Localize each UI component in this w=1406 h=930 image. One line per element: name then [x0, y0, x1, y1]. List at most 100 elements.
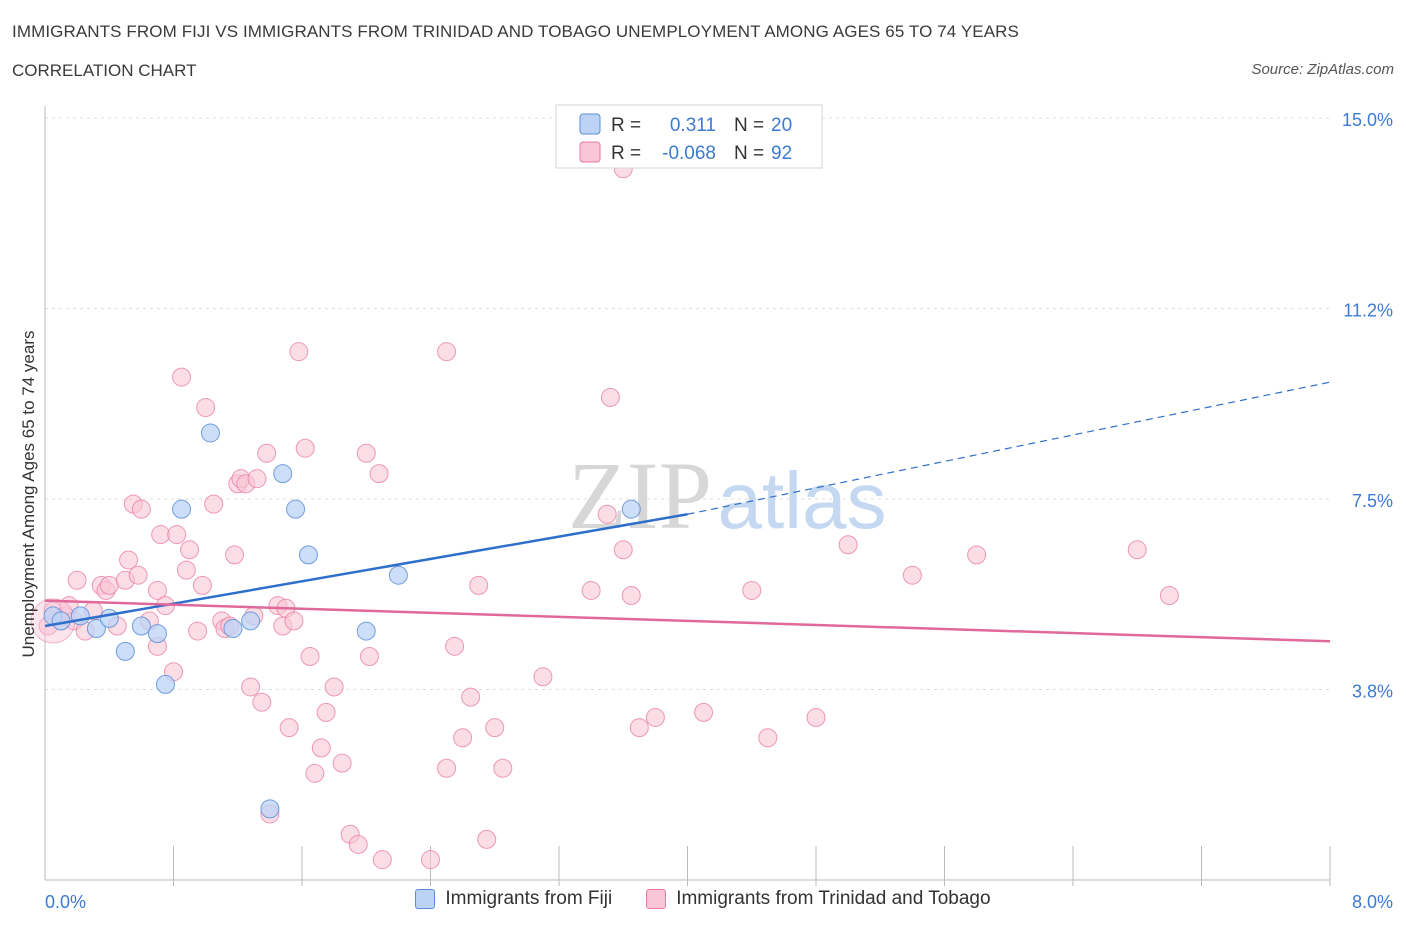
point-tt-71 — [477, 829, 497, 849]
point-tt-82 — [694, 702, 714, 722]
legend-bottom-swatch-tt — [646, 889, 667, 909]
point-fiji-14 — [273, 464, 293, 484]
point-tt-49 — [284, 611, 304, 631]
legend-r-value-tt: -0.068 — [662, 143, 716, 164]
point-tt-63 — [372, 850, 392, 870]
point-tt-55 — [316, 702, 336, 722]
y-tick-label-0: 15.0% — [1342, 110, 1393, 130]
point-fiji-15 — [286, 499, 306, 519]
trend-line-fiji-extension — [687, 381, 1331, 515]
point-tt-57 — [332, 753, 352, 773]
point-tt-27 — [180, 540, 200, 560]
point-tt-14 — [119, 550, 139, 570]
axes — [44, 106, 1331, 886]
point-tt-39 — [241, 677, 261, 697]
point-tt-70 — [469, 575, 489, 595]
point-tt-53 — [305, 763, 325, 783]
gridlines — [45, 117, 1330, 690]
point-tt-69 — [461, 687, 481, 707]
point-tt-29 — [192, 575, 212, 595]
point-tt-30 — [196, 398, 216, 418]
point-tt-6 — [67, 570, 87, 590]
point-tt-86 — [838, 535, 858, 555]
point-fiji-17 — [356, 621, 376, 641]
point-tt-35 — [225, 545, 245, 565]
point-tt-60 — [356, 443, 376, 463]
y-axis-label: Unemployment Among Ages 65 to 74 years — [19, 331, 38, 658]
series-fiji — [43, 423, 641, 819]
point-fiji-10 — [200, 423, 220, 443]
point-tt-89 — [1127, 540, 1147, 560]
point-tt-81 — [645, 707, 665, 727]
point-fiji-4 — [99, 608, 119, 628]
legend-item-tt[interactable]: Immigrants from Trinidad and Tobago — [646, 888, 991, 910]
point-fiji-16 — [298, 545, 318, 565]
x-tick-label-1: 8.0% — [1352, 892, 1393, 912]
point-tt-83 — [742, 580, 762, 600]
point-tt-80 — [629, 718, 649, 738]
point-tt-90 — [1159, 586, 1179, 606]
point-tt-88 — [967, 545, 987, 565]
point-tt-65 — [437, 342, 457, 362]
point-fiji-7 — [147, 624, 167, 644]
series-trinidad-tobago — [30, 159, 1179, 870]
point-fiji-8 — [155, 674, 175, 694]
point-tt-85 — [806, 707, 826, 727]
point-tt-41 — [247, 469, 267, 489]
point-tt-68 — [453, 728, 473, 748]
legend-r-label-fiji: R = — [611, 115, 641, 136]
point-tt-77 — [600, 387, 620, 407]
legend-n-label-fiji: N = — [734, 115, 764, 136]
point-tt-54 — [311, 738, 331, 758]
legend-n-value-fiji: 20 — [771, 115, 792, 136]
point-tt-59 — [348, 834, 368, 854]
point-fiji-3 — [86, 619, 106, 639]
point-tt-31 — [204, 494, 224, 514]
y-tick-label-2: 7.5% — [1352, 491, 1393, 511]
point-tt-87 — [902, 565, 922, 585]
point-tt-76 — [597, 504, 617, 524]
point-tt-24 — [167, 525, 187, 545]
point-tt-50 — [289, 342, 309, 362]
chart-title: IMMIGRANTS FROM FIJI VS IMMIGRANTS FROM … — [12, 22, 1019, 41]
point-tt-16 — [128, 565, 148, 585]
watermark-atlas: atlas — [718, 456, 887, 545]
point-tt-79 — [621, 586, 641, 606]
point-tt-66 — [437, 758, 457, 778]
point-tt-64 — [421, 850, 440, 870]
point-tt-72 — [485, 718, 505, 738]
point-tt-25 — [172, 367, 192, 387]
point-fiji-18 — [388, 565, 408, 585]
point-tt-51 — [295, 438, 315, 458]
legend-item-fiji[interactable]: Immigrants from Fiji — [415, 888, 612, 910]
point-tt-84 — [758, 728, 778, 748]
legend-swatch-fiji — [579, 113, 601, 135]
point-fiji-13 — [260, 799, 280, 819]
trend-lines — [44, 381, 1331, 643]
point-tt-17 — [131, 499, 151, 519]
trend-line-tt — [44, 599, 1331, 643]
point-tt-21 — [151, 525, 171, 545]
point-tt-42 — [252, 692, 272, 712]
legend-r-label-tt: R = — [611, 143, 641, 164]
point-tt-61 — [359, 646, 379, 666]
point-tt-67 — [445, 636, 465, 656]
point-tt-75 — [581, 580, 601, 600]
point-tt-52 — [300, 646, 320, 666]
legend-stats: R = 0.311 N = 20 R = -0.068 N = 92 — [555, 104, 823, 169]
legend-bottom-label-fiji: Immigrants from Fiji — [445, 888, 613, 909]
point-fiji-9 — [172, 499, 192, 519]
point-fiji-6 — [131, 616, 151, 636]
point-tt-11 — [99, 575, 119, 595]
trend-line-fiji — [44, 513, 688, 628]
point-tt-74 — [533, 667, 553, 687]
point-tt-78 — [613, 540, 633, 560]
point-tt-48 — [279, 718, 299, 738]
source-label: Source: ZipAtlas.com — [1251, 61, 1394, 78]
legend-swatch-tt — [579, 141, 601, 163]
point-tt-26 — [176, 560, 196, 580]
point-tt-73 — [493, 758, 513, 778]
point-tt-28 — [188, 621, 208, 641]
point-fiji-19 — [621, 499, 641, 519]
